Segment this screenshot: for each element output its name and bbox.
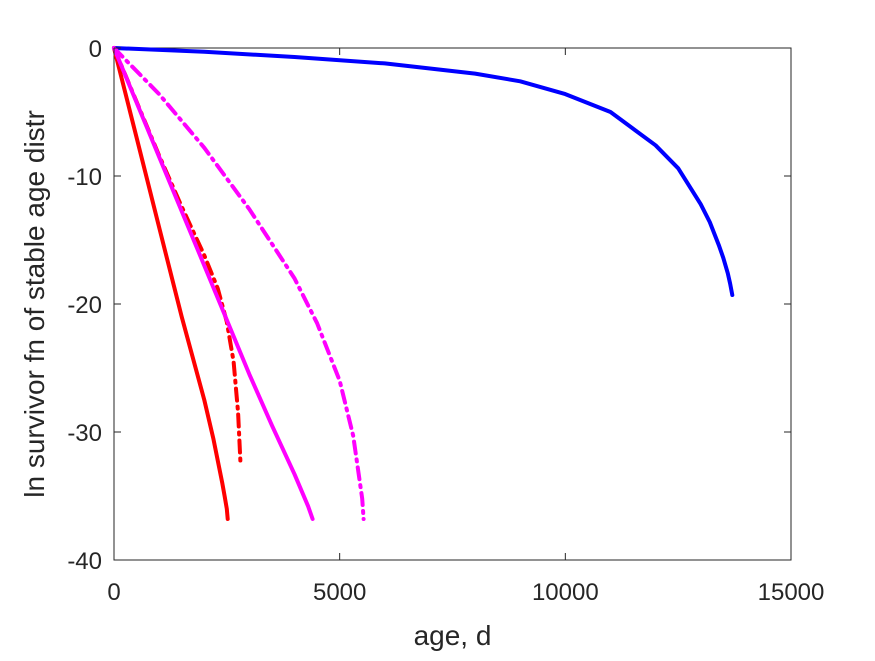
ticks-layer: 0 5000 10000 15000 0 -10 -20 -30 -40	[67, 36, 824, 606]
plot-area	[113, 47, 792, 561]
y-tick-label: -10	[67, 164, 102, 191]
y-axis-label: ln survivor fn of stable age distr	[19, 110, 50, 498]
series-line-5	[112, 46, 366, 521]
series-line-4	[112, 46, 315, 521]
x-tick-label: 0	[107, 579, 120, 606]
series-line-2	[112, 46, 230, 521]
x-axis-label: age, d	[414, 620, 492, 651]
y-tick-label: -20	[67, 292, 102, 319]
x-tick-label: 10000	[532, 579, 599, 606]
y-tick-label: -40	[67, 548, 102, 575]
y-tick-label: 0	[89, 36, 102, 63]
x-tick-label: 15000	[758, 579, 825, 606]
y-tick-label: -30	[67, 420, 102, 447]
series-line-1	[112, 46, 735, 297]
x-tick-label: 5000	[313, 579, 366, 606]
series-layer	[112, 46, 735, 521]
